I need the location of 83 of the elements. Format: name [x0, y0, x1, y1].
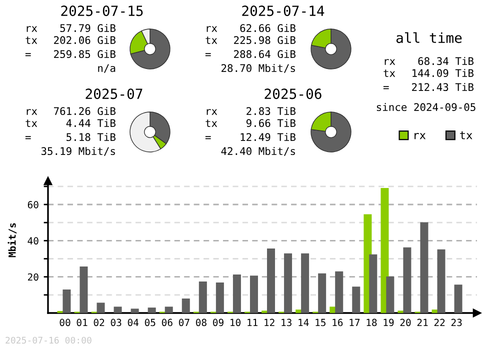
bar — [80, 266, 88, 313]
x-tick-label: 08 — [196, 318, 206, 326]
text: rx 62.66 GiB — [206, 24, 296, 32]
bar — [301, 253, 310, 313]
x-tick-label: 21 — [417, 318, 428, 326]
x-tick-label: 04 — [128, 318, 139, 326]
text: rx 57.79 GiB — [26, 24, 116, 32]
x-tick-label: 13 — [282, 318, 292, 326]
x-tick-label: 06 — [162, 318, 172, 326]
bar — [318, 273, 326, 313]
x-tick-label: 19 — [384, 318, 394, 326]
x-tick-label: 05 — [144, 318, 156, 326]
x-tick-label: 09 — [213, 318, 224, 326]
text: = 12.49 TiB — [205, 132, 296, 142]
bar — [62, 289, 71, 313]
text: 35.19 Mbit/s — [41, 146, 115, 156]
bar — [437, 249, 446, 313]
chart-title: 2025-07-15 — [61, 6, 143, 16]
x-tick-label: 07 — [178, 318, 190, 326]
chart-title: 2025-07 — [86, 88, 142, 100]
text: tx 9.66 TiB — [206, 118, 296, 128]
x-tick-label: 12 — [264, 318, 274, 326]
bar — [216, 282, 224, 313]
bar — [386, 276, 394, 313]
y-axis-title: Mbit/s — [8, 223, 17, 258]
text: tx 225.98 GiB — [206, 36, 296, 44]
bar — [164, 306, 173, 313]
text: 28.70 Mbit/s — [222, 64, 295, 73]
donut-slice — [310, 28, 352, 70]
donut-slice — [310, 112, 352, 152]
legend-label: rx — [414, 132, 426, 140]
bar — [420, 222, 428, 313]
text: = 212.43 TiB — [383, 82, 474, 92]
text: tx 202.06 GiB — [26, 36, 116, 44]
bar — [454, 284, 462, 313]
bar — [148, 308, 156, 313]
chart-title: 2025-07-14 — [242, 6, 324, 16]
text: rx 68.34 TiB — [384, 56, 474, 66]
x-tick-label: 03 — [110, 318, 122, 326]
x-tick-label: 20 — [400, 318, 411, 326]
text: all time — [396, 32, 462, 44]
y-tick-label: 40 — [28, 237, 38, 245]
x-tick-label: 15 — [316, 318, 326, 326]
text: 42.40 Mbit/s — [221, 146, 295, 156]
chart-title: 2025-06 — [264, 88, 322, 100]
bar — [250, 276, 258, 313]
x-tick-label: 18 — [366, 318, 377, 326]
bar — [267, 248, 276, 313]
text: rx 761.26 GiB — [26, 106, 116, 116]
text: tx 4.44 TiB — [26, 118, 116, 127]
x-tick-label: 16 — [332, 318, 343, 326]
text: since 2024-09-05 — [376, 102, 476, 112]
donut-slice — [130, 28, 170, 70]
x-tick-label: 22 — [434, 318, 445, 326]
bar — [403, 247, 412, 313]
bar — [380, 188, 389, 313]
text: = 288.64 GiB — [205, 50, 296, 58]
x-tick-label: 02 — [94, 318, 104, 326]
text: = 5.18 TiB — [25, 132, 116, 142]
text: tx 144.09 TiB — [384, 68, 474, 78]
x-tick-label: 14 — [298, 318, 309, 326]
bar — [369, 254, 378, 313]
bar — [232, 274, 241, 313]
bar — [114, 306, 122, 313]
text: n/a — [98, 64, 116, 73]
bar — [352, 286, 360, 313]
x-tick-label: 10 — [230, 318, 240, 326]
bar — [182, 298, 190, 313]
x-tick-label: 01 — [76, 318, 88, 326]
x-tick-label: 00 — [60, 318, 70, 326]
bar — [96, 302, 105, 313]
text: rx 2.83 TiB — [206, 106, 296, 116]
legend-label: tx — [460, 131, 472, 140]
y-tick-label: 60 — [28, 201, 38, 208]
bar — [130, 308, 139, 313]
y-tick-label: 20 — [28, 273, 38, 281]
bar — [335, 271, 344, 313]
bar — [284, 253, 292, 313]
x-tick-label: 23 — [451, 318, 462, 326]
text: = 259.85 GiB — [25, 50, 116, 58]
x-tick-label: 17 — [350, 318, 360, 326]
bar — [198, 282, 207, 313]
x-tick-label: 11 — [248, 318, 258, 326]
